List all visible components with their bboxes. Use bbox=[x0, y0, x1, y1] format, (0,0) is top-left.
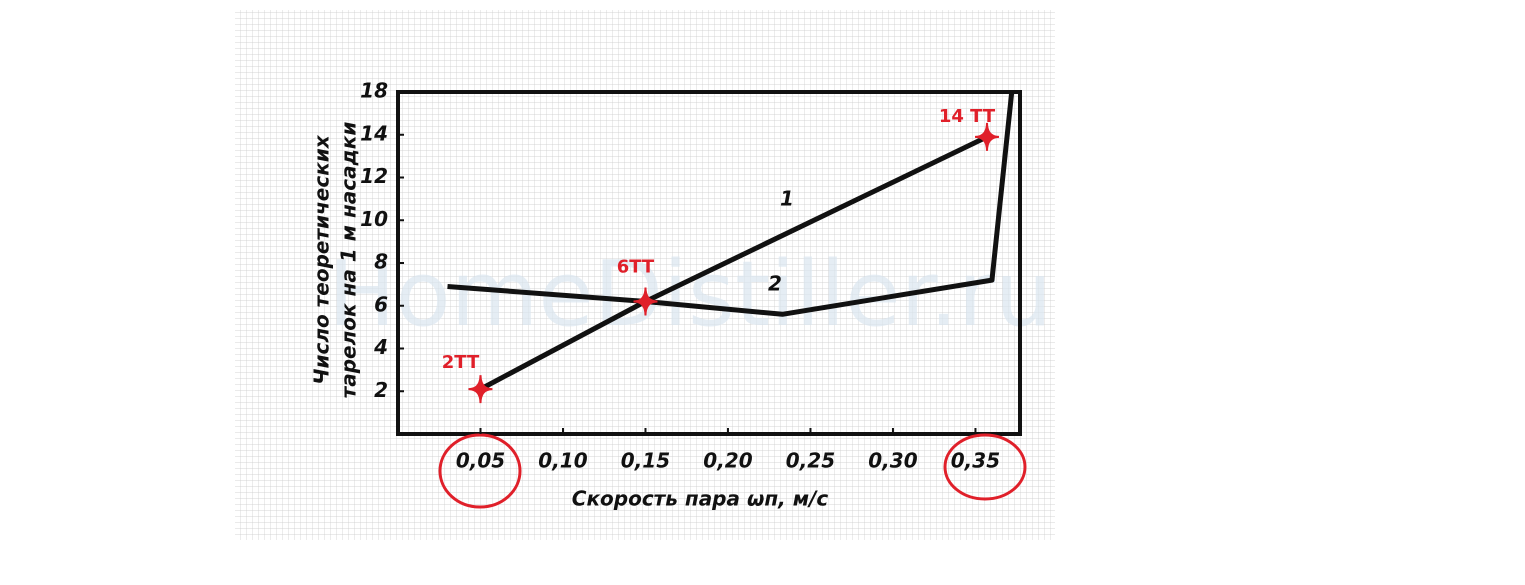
annotation: 2TT bbox=[442, 352, 480, 373]
y-tick-label: 12 bbox=[360, 164, 388, 188]
series-label: 2 bbox=[768, 272, 782, 296]
y-tick-label: 8 bbox=[374, 250, 388, 274]
x-tick-label: 0,30 bbox=[868, 449, 917, 473]
y-axis-title: тарелок на 1 м насадки bbox=[337, 122, 361, 399]
graph-paper bbox=[235, 10, 1055, 540]
y-tick-label: 4 bbox=[373, 335, 388, 359]
annotation-marker bbox=[633, 287, 658, 316]
annotation-marker bbox=[468, 375, 493, 404]
y-tick-label: 2 bbox=[374, 378, 388, 402]
x-tick-label: 0,10 bbox=[538, 449, 587, 473]
x-tick-label: 0,05 bbox=[456, 449, 505, 473]
y-tick-label: 14 bbox=[360, 121, 388, 145]
y-tick-label: 18 bbox=[360, 79, 388, 103]
y-tick-label: 10 bbox=[360, 207, 388, 231]
x-tick-label: 0,20 bbox=[703, 449, 752, 473]
highlight-circle bbox=[438, 433, 522, 509]
x-tick-label: 0,35 bbox=[951, 449, 1000, 473]
series-line bbox=[447, 91, 1015, 317]
y-tick-label: 6 bbox=[374, 292, 388, 316]
x-axis-title: Скорость пара ωп, м/с bbox=[572, 487, 829, 511]
annotation: 14 TT bbox=[939, 106, 996, 127]
highlight-circle bbox=[943, 433, 1027, 501]
x-tick-label: 0,25 bbox=[786, 449, 835, 473]
series-label: 1 bbox=[780, 187, 794, 211]
watermark: HomeDistiller.ru bbox=[328, 242, 1052, 347]
y-axis-title: Число теоретических bbox=[310, 134, 334, 385]
x-tick-label: 0,15 bbox=[621, 449, 670, 473]
annotation: 6TT bbox=[617, 256, 655, 277]
